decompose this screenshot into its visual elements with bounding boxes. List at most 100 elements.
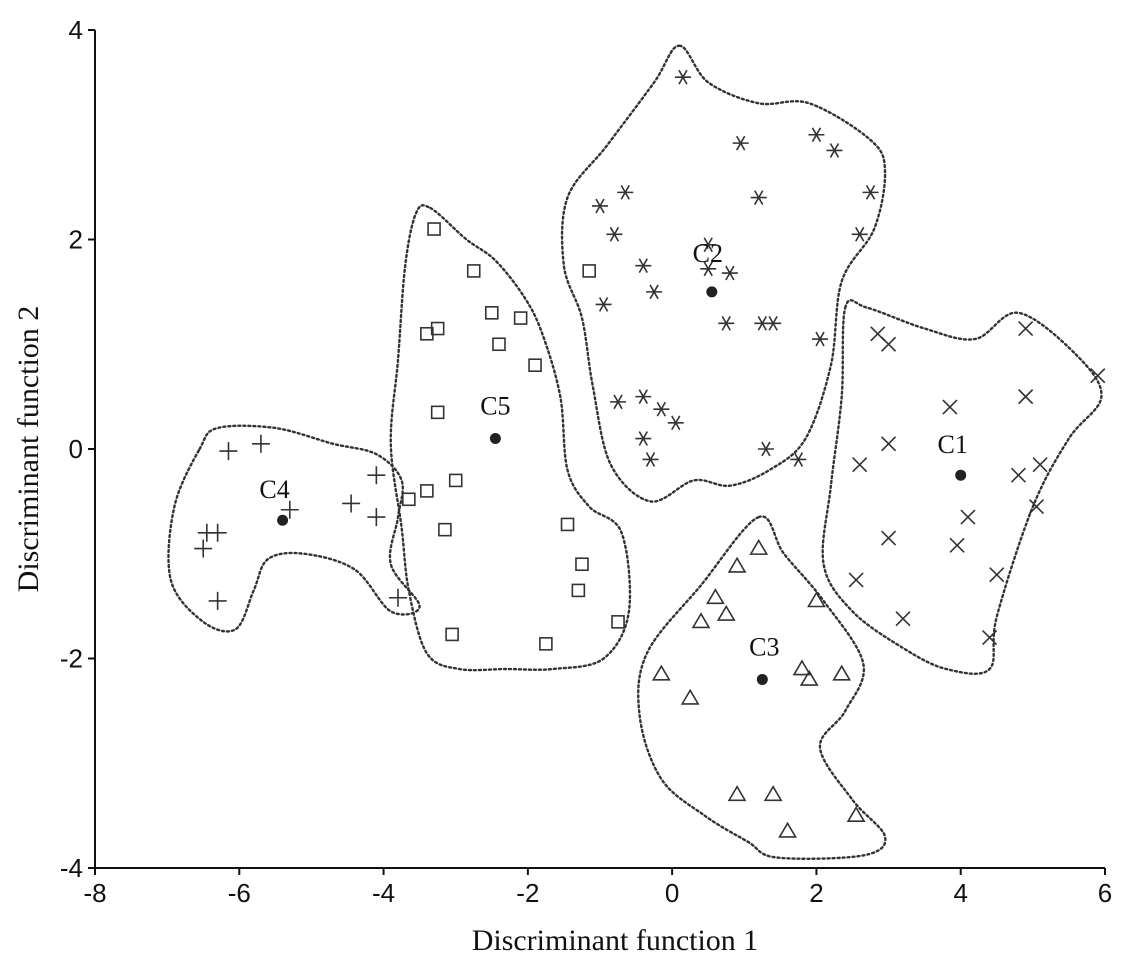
point-c2 [635, 431, 652, 446]
point-c3 [749, 538, 769, 555]
centroid-label-c2: C2 [693, 239, 723, 268]
point-c5 [448, 473, 463, 488]
y-tick-label: 0 [69, 434, 83, 464]
point-c1 [1090, 368, 1106, 384]
x-axis-title: Discriminant function 1 [472, 924, 759, 957]
centroid-label-c3: C3 [749, 632, 779, 661]
hull-c5 [389, 204, 632, 672]
point-c5 [571, 583, 586, 598]
point-c5 [420, 484, 434, 498]
point-c1 [989, 567, 1005, 583]
y-tick-label: 4 [69, 15, 83, 45]
point-c5 [445, 627, 459, 642]
point-c2 [674, 69, 691, 85]
point-c3 [807, 591, 826, 608]
point-c3 [763, 785, 783, 802]
point-c1 [895, 611, 911, 627]
point-c1 [949, 537, 965, 553]
point-c2 [610, 394, 627, 410]
group-hulls [167, 44, 1103, 860]
centroid-label-c5: C5 [480, 392, 510, 421]
point-c2 [750, 190, 767, 205]
point-c2 [595, 297, 612, 312]
x-tick-label: -4 [372, 878, 395, 908]
point-c3 [846, 806, 866, 823]
centroid-c4 [277, 514, 289, 526]
point-c3 [778, 821, 797, 838]
point-c3 [727, 556, 747, 573]
point-c5 [582, 264, 596, 278]
point-c1 [848, 572, 864, 588]
point-c3 [680, 688, 700, 705]
point-c4 [367, 508, 386, 527]
centroid-label-c4: C4 [259, 475, 289, 504]
data-points: C1 C2 C3 C4 C5 [194, 69, 1106, 838]
point-c4 [208, 523, 227, 542]
point-c4 [219, 442, 238, 461]
x-tick-label: -8 [83, 878, 106, 908]
centroid-c3 [756, 673, 768, 685]
point-c1 [881, 530, 897, 546]
y-tick-label: 2 [69, 225, 83, 255]
point-c2 [617, 185, 634, 200]
point-c4 [367, 466, 386, 485]
point-c2 [862, 185, 879, 200]
point-c2 [592, 198, 608, 214]
point-c1 [1010, 467, 1026, 483]
point-c5 [492, 337, 506, 352]
point-c1 [942, 399, 958, 415]
point-c4 [251, 434, 270, 453]
point-c2 [642, 452, 659, 467]
point-c4 [208, 591, 227, 610]
centroid-c2 [706, 286, 718, 298]
point-c5 [513, 311, 528, 325]
point-c5 [466, 264, 481, 278]
point-c2 [826, 143, 843, 158]
point-c3 [727, 785, 747, 802]
axis-ticks: -8 -6 -4 -2 0 2 4 6 -4 -2 0 2 4 [60, 15, 1112, 908]
point-c2 [851, 226, 868, 242]
point-c2 [812, 331, 829, 347]
point-c5 [484, 306, 499, 320]
point-c5 [427, 222, 441, 236]
point-c3 [691, 612, 711, 629]
point-c5 [402, 492, 416, 507]
x-tick-label: 0 [665, 878, 679, 908]
point-c4 [342, 494, 361, 513]
x-tick-label: 4 [953, 878, 967, 908]
point-c3 [792, 659, 812, 676]
point-c3 [706, 588, 725, 605]
point-c4 [280, 500, 299, 519]
point-c3 [832, 664, 852, 681]
point-c2 [653, 401, 670, 417]
point-c2 [808, 127, 825, 143]
point-c5 [528, 358, 542, 373]
point-c2 [718, 315, 735, 331]
point-c5 [560, 517, 575, 532]
point-c1 [1018, 389, 1034, 405]
point-c2 [765, 315, 782, 331]
point-c4 [389, 588, 407, 607]
point-c2 [606, 226, 623, 242]
point-c1 [982, 629, 998, 646]
point-c5 [430, 405, 445, 420]
point-c3 [799, 669, 819, 686]
hull-c4 [167, 424, 421, 633]
point-c5 [539, 637, 553, 651]
point-c1 [960, 509, 976, 525]
x-tick-label: -6 [228, 878, 251, 908]
hull-c2 [560, 44, 887, 503]
point-c2 [635, 258, 652, 274]
hull-c3 [637, 515, 887, 860]
x-tick-label: -2 [516, 878, 539, 908]
centroid-label-c1: C1 [938, 430, 968, 459]
hull-c1 [821, 298, 1103, 675]
point-c5 [611, 615, 625, 629]
point-c1 [1028, 499, 1045, 515]
point-c2 [646, 284, 663, 300]
point-c5 [575, 557, 589, 572]
point-c2 [721, 265, 738, 281]
centroid-c5 [489, 433, 501, 445]
point-c2 [635, 389, 652, 404]
